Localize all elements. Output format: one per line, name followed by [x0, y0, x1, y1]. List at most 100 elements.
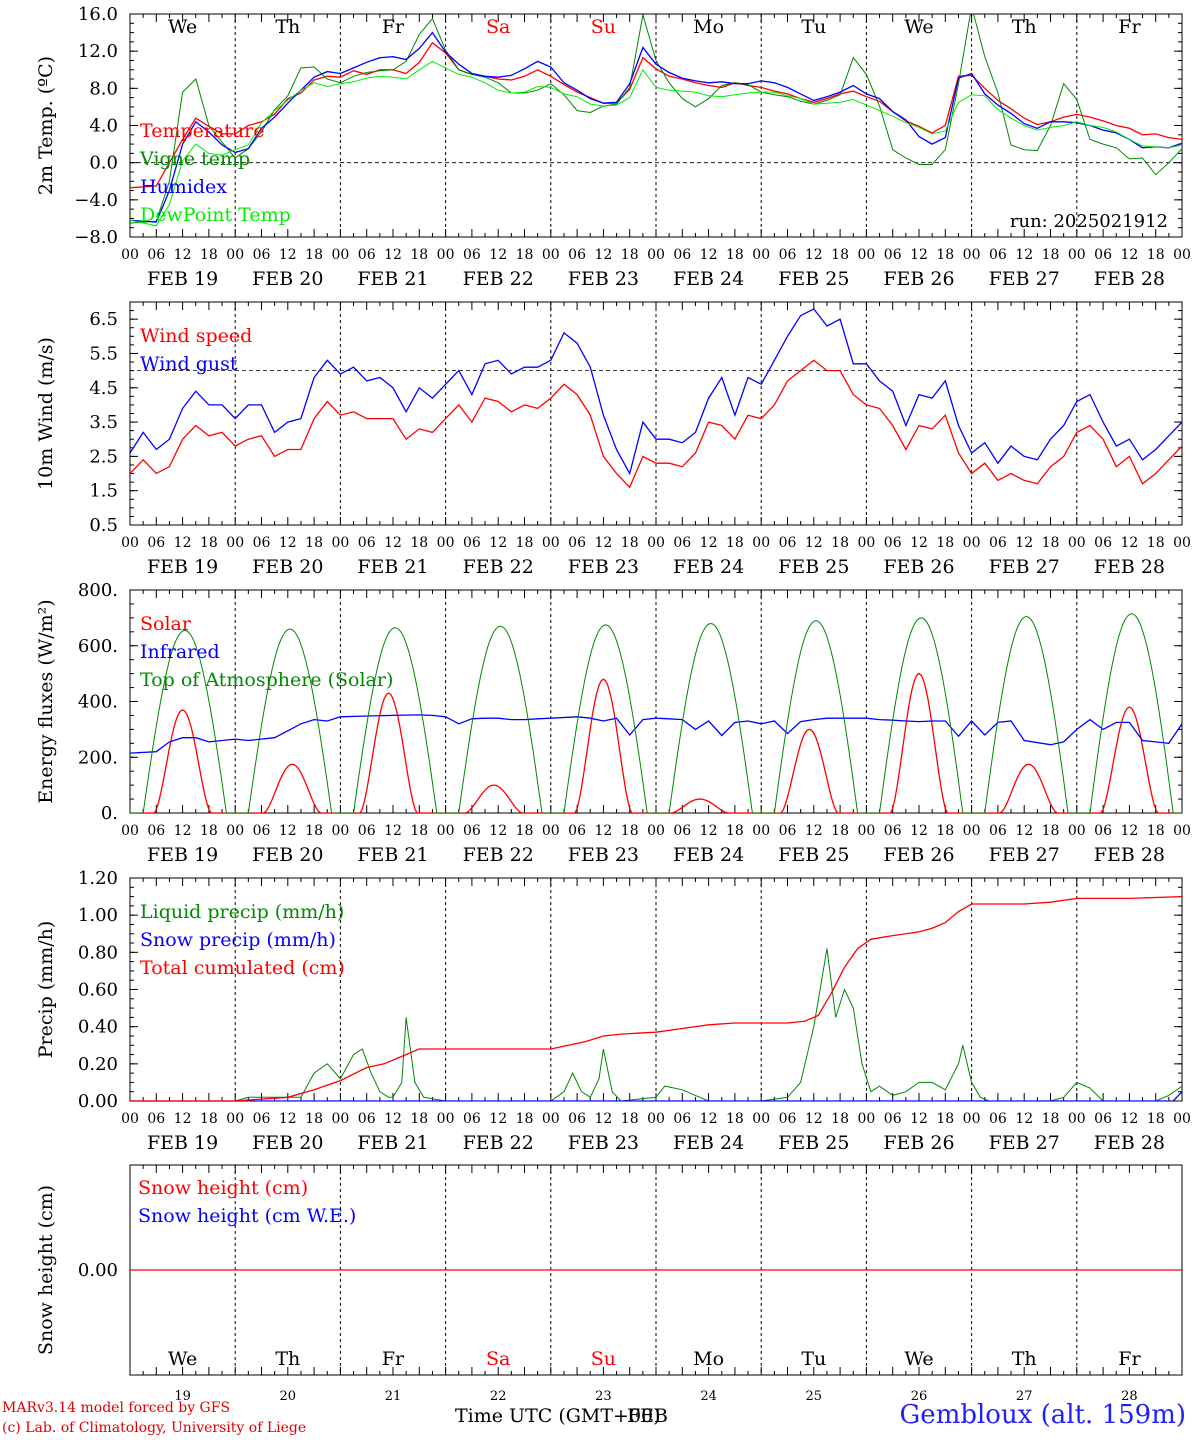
date-label: FEB 27 [989, 844, 1060, 866]
x-tick-label: 06 [673, 823, 691, 839]
x-tick-label: 18 [305, 823, 323, 839]
x-tick-label: 12 [594, 535, 612, 551]
x-tick-label: 06 [779, 823, 797, 839]
x-tick-label: 18 [831, 247, 849, 263]
day-number-label: 23 [595, 1389, 612, 1404]
date-label: FEB 25 [778, 1132, 849, 1154]
x-tick-label: 00 [963, 247, 981, 263]
x-tick-label: 12 [489, 1111, 507, 1127]
x-tick-label: 18 [200, 535, 218, 551]
legend-entry: DewPoint Temp [140, 204, 291, 226]
plot-frame [129, 589, 1183, 814]
weekday-label: Fr [382, 16, 405, 38]
y-tick-label: 600. [78, 636, 118, 657]
x-tick-label: 00 [331, 535, 349, 551]
x-tick-label: 12 [174, 1111, 192, 1127]
x-tick-label: 06 [147, 1111, 165, 1127]
panel-precip: 1.20 1.00 0.80 0.60 0.40 0.20 0.00 Precip (mm/h… [35, 868, 1191, 1154]
x-tick-label: 00 [542, 535, 560, 551]
date-label: FEB 23 [568, 844, 639, 866]
weekday-label: Tu [801, 1348, 826, 1370]
date-label: FEB 22 [463, 844, 534, 866]
y-tick-label: 1.00 [78, 905, 118, 926]
weekday-label: We [168, 16, 197, 38]
x-tick-label: 06 [673, 1111, 691, 1127]
y-tick-label: 0.5 [89, 515, 118, 536]
weekday-label: Th [1012, 1348, 1037, 1370]
x-tick-label: 12 [700, 823, 718, 839]
x-tick-label: 00 [963, 823, 981, 839]
y-axis-label: 2m Temp. (ºC) [35, 56, 57, 195]
x-axis-title-text: Time UTC (GMT+00) [455, 1405, 661, 1427]
legend-entry: Humidex [140, 176, 227, 198]
x-tick-label: 12 [910, 823, 928, 839]
x-tick-label: 00 [226, 247, 244, 263]
x-tick-label: 06 [147, 535, 165, 551]
date-label: FEB 28 [1094, 1132, 1165, 1154]
x-axis-title: Time UTC (GMT+00) FEB [455, 1405, 668, 1427]
series-line-solar [130, 672, 1182, 813]
date-label: FEB 23 [568, 268, 639, 290]
x-tick-label: 12 [1015, 535, 1033, 551]
y-tick-label: 1.20 [78, 868, 118, 889]
x-tick-label: 18 [831, 823, 849, 839]
weekday-label: Sa [486, 1348, 510, 1370]
x-tick-label: 18 [1147, 1111, 1165, 1127]
x-tick-label: 06 [884, 535, 902, 551]
legend-entry: Temperature [140, 120, 264, 142]
series-group [130, 308, 1182, 489]
x-tick-label: 12 [700, 247, 718, 263]
date-label: FEB 21 [357, 1132, 428, 1154]
legend-entry: Vigne temp [139, 148, 250, 170]
x-tick-label: 00 [1068, 247, 1086, 263]
x-tick-label: 12 [384, 535, 402, 551]
x-tick-label: 06 [673, 247, 691, 263]
date-label: FEB 21 [357, 556, 428, 578]
date-label: FEB 20 [252, 844, 323, 866]
model-credit: MARv3.14 model forced by GFS [2, 1400, 231, 1416]
date-label: FEB 20 [252, 268, 323, 290]
y-axis-label: Precip (mm/h) [35, 921, 57, 1059]
x-tick-label: 18 [1147, 823, 1165, 839]
y-tick-label: 0.00 [78, 1260, 118, 1281]
y-tick-label: −4.0 [74, 190, 118, 211]
x-tick-label: 00 [647, 535, 665, 551]
x-tick-label: 00 [437, 247, 455, 263]
weekday-label: We [168, 1348, 197, 1370]
x-tick-label: 18 [200, 823, 218, 839]
series-line-total-cumulated-cm- [130, 895, 1182, 1101]
x-tick-label: 06 [1094, 1111, 1112, 1127]
x-tick-label: 12 [279, 535, 297, 551]
legend-entry: Snow precip (mm/h) [140, 929, 336, 951]
date-label: FEB 27 [989, 556, 1060, 578]
y-tick-label: 200. [78, 747, 118, 768]
x-tick-label: 06 [358, 535, 376, 551]
date-label: FEB 22 [463, 1132, 534, 1154]
x-tick-label: 18 [305, 535, 323, 551]
x-tick-label: 06 [463, 823, 481, 839]
weekday-label: We [904, 1348, 933, 1370]
lab-credit: (c) Lab. of Climatology, University of L… [2, 1420, 307, 1436]
x-tick-label: 06 [253, 535, 271, 551]
x-tick-label: 00 [857, 823, 875, 839]
x-tick-label: 12 [384, 247, 402, 263]
date-label: FEB 24 [673, 844, 744, 866]
x-tick-label: 12 [805, 823, 823, 839]
series-line-humidex [130, 31, 1182, 223]
x-tick-label: 12 [594, 1111, 612, 1127]
x-tick-label: 06 [884, 1111, 902, 1127]
weekday-label: Su [591, 1348, 616, 1370]
x-tick-label: 06 [1094, 535, 1112, 551]
x-tick-label: 12 [594, 247, 612, 263]
y-tick-label: 0.60 [78, 980, 118, 1001]
x-tick-label: 06 [358, 1111, 376, 1127]
weekday-label: Su [591, 16, 616, 38]
x-tick-label: 12 [910, 535, 928, 551]
x-tick-label: 12 [174, 823, 192, 839]
x-tick-label: 00 [226, 823, 244, 839]
x-tick-label: 00 [437, 823, 455, 839]
day-number-label: 19 [174, 1389, 191, 1404]
weekday-label: We [904, 16, 933, 38]
y-axis-label: 10m Wind (m/s) [35, 337, 57, 490]
date-label: FEB 19 [147, 844, 218, 866]
